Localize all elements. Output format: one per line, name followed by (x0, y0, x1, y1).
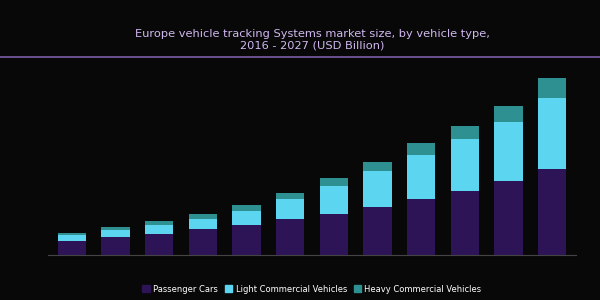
Bar (451, 125, 479, 139)
Bar (494, 181, 523, 255)
Bar (407, 155, 435, 199)
Bar (58, 233, 86, 235)
Bar (538, 169, 566, 255)
Bar (320, 214, 348, 255)
Bar (145, 225, 173, 233)
Bar (276, 219, 304, 255)
Bar (407, 199, 435, 255)
Bar (232, 205, 261, 211)
Bar (538, 98, 566, 169)
Bar (538, 78, 566, 98)
Bar (101, 237, 130, 255)
Bar (189, 214, 217, 218)
Legend: Passenger Cars, Light Commercial Vehicles, Heavy Commercial Vehicles: Passenger Cars, Light Commercial Vehicle… (139, 281, 485, 297)
Bar (276, 199, 304, 219)
Bar (232, 211, 261, 225)
Bar (101, 227, 130, 230)
Bar (189, 229, 217, 255)
Bar (101, 230, 130, 237)
Bar (189, 218, 217, 229)
Bar (58, 235, 86, 241)
Bar (276, 193, 304, 199)
Bar (320, 186, 348, 214)
Bar (494, 122, 523, 181)
Bar (451, 139, 479, 190)
Bar (363, 207, 392, 255)
Bar (494, 106, 523, 122)
Bar (451, 190, 479, 255)
Bar (145, 233, 173, 255)
Bar (320, 178, 348, 186)
Bar (232, 225, 261, 255)
Bar (58, 241, 86, 255)
Bar (145, 221, 173, 225)
Bar (407, 143, 435, 155)
Text: Europe vehicle tracking Systems market size, by vehicle type,
2016 - 2027 (USD B: Europe vehicle tracking Systems market s… (134, 29, 490, 51)
Bar (363, 171, 392, 207)
Bar (363, 162, 392, 171)
